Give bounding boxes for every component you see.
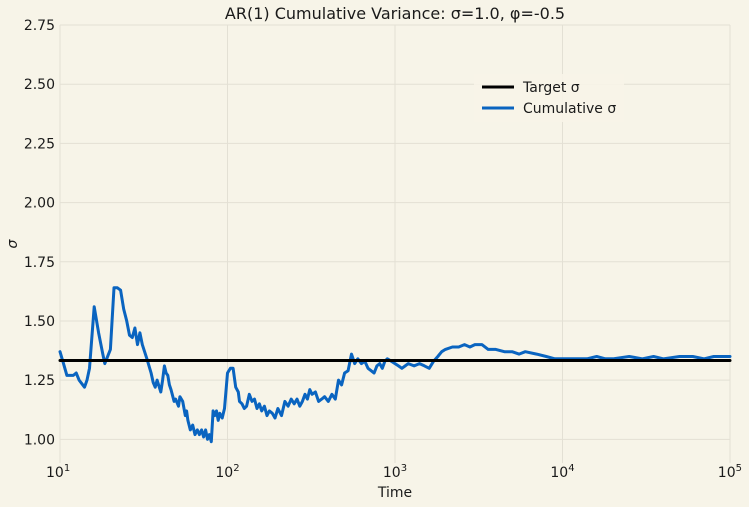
x-tick-label: 102 — [215, 463, 239, 481]
legend-box — [474, 74, 624, 122]
x-tick-label: 104 — [550, 463, 574, 481]
y-tick-label: 1.50 — [24, 314, 55, 330]
y-tick-labels: 1.00 1.25 1.50 1.75 2.00 2.25 2.50 2.75 — [24, 18, 55, 448]
y-tick-label: 2.75 — [24, 18, 55, 34]
series-line-cumulative — [58, 286, 732, 444]
x-tick-label: 101 — [46, 463, 70, 481]
y-tick-label: 1.00 — [24, 432, 55, 448]
y-tick-label: 1.25 — [24, 373, 55, 389]
y-tick-label: 1.75 — [24, 255, 55, 271]
x-tick-label: 105 — [718, 463, 742, 481]
x-axis-label: Time — [377, 485, 412, 501]
series-lines — [58, 286, 732, 444]
legend-label-target: Target σ — [522, 80, 580, 96]
y-tick-label: 2.00 — [24, 196, 55, 212]
y-tick-label: 2.25 — [24, 136, 55, 152]
legend: Target σ Cumulative σ — [474, 74, 624, 122]
x-tick-labels: 101 102 103 104 105 — [46, 463, 742, 481]
x-tick-label: 103 — [383, 463, 407, 481]
y-axis-label: σ — [5, 238, 21, 248]
chart-title: AR(1) Cumulative Variance: σ=1.0, φ=-0.5 — [225, 4, 565, 23]
y-tick-label: 2.50 — [24, 77, 55, 93]
legend-label-cumulative: Cumulative σ — [523, 101, 616, 117]
